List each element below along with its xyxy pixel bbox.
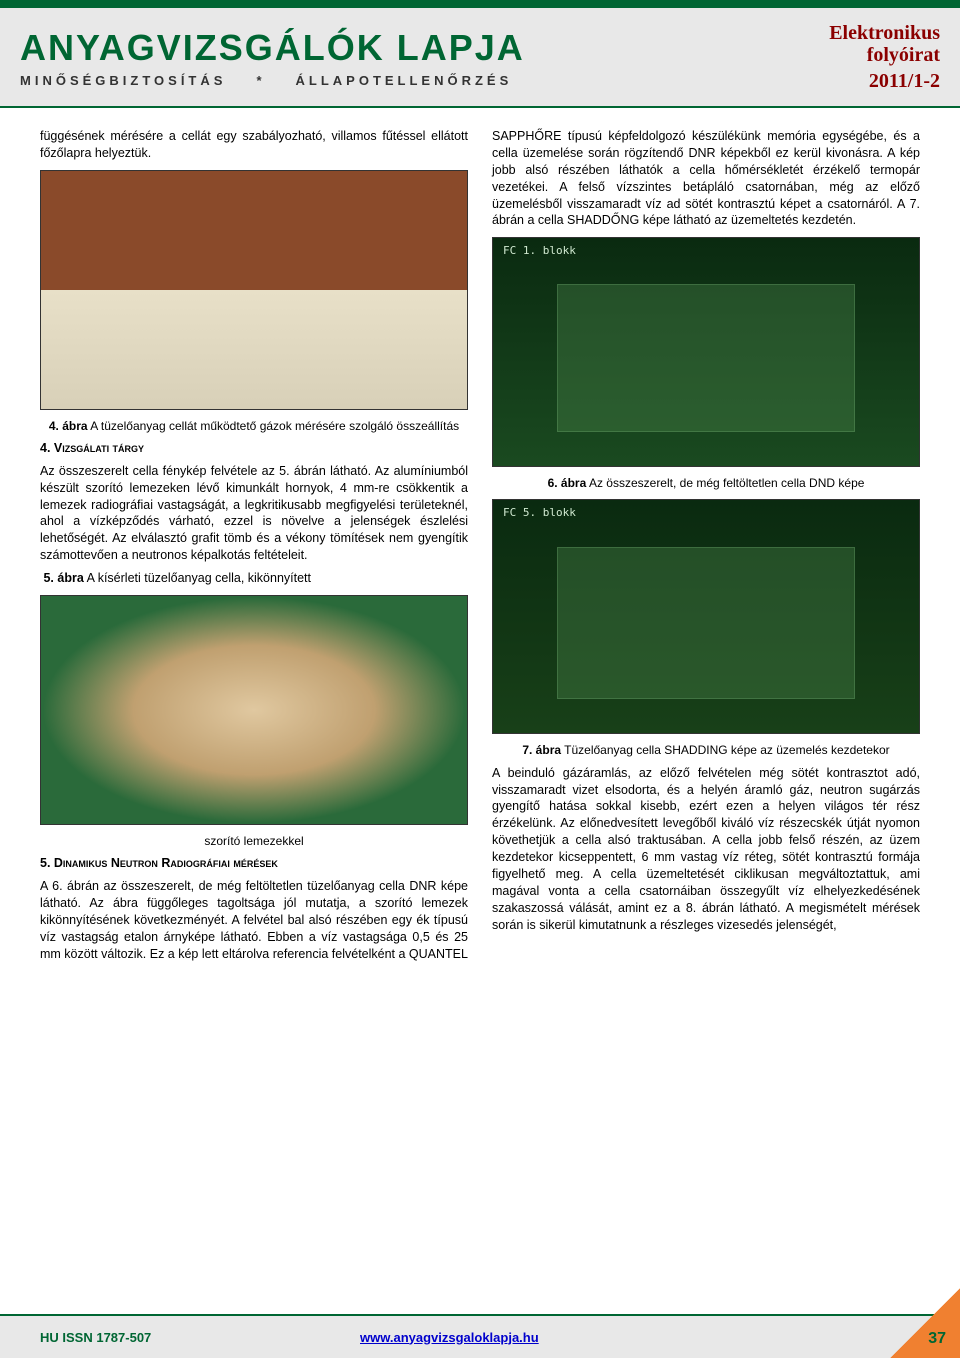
issue-number: 2011/1-2 xyxy=(829,70,940,93)
section-4-heading: 4. Vizsgálati tárgy xyxy=(40,440,468,457)
journal-title: ANYAGVIZSGÁLÓK LAPJA xyxy=(20,27,829,69)
figure-5-image xyxy=(40,595,468,825)
header-left: ANYAGVIZSGÁLÓK LAPJA MINŐSÉGBIZTOSÍTÁS *… xyxy=(20,27,829,88)
figure-6-image: FC 1. blokk xyxy=(492,237,920,467)
right-paragraph-2: A beinduló gázáramlás, az előző felvétel… xyxy=(492,765,920,934)
figure-5-inline-caption: 5. ábra A kísérleti tüzelőanyag cella, k… xyxy=(40,570,468,587)
journal-subtitle-row: MINŐSÉGBIZTOSÍTÁS * ÁLLAPOTELLENŐRZÉS xyxy=(20,73,829,88)
journal-type-line2: folyóirat xyxy=(829,44,940,66)
figure-6-overlay-label: FC 1. blokk xyxy=(503,244,576,259)
header-right: Elektronikus folyóirat 2011/1-2 xyxy=(829,22,940,93)
figure-4-label: 4. ábra xyxy=(49,419,88,433)
issn-label: HU ISSN 1787-507 xyxy=(40,1330,360,1345)
section-5-body: A 6. ábrán az összeszerelt, de még feltö… xyxy=(40,878,468,962)
subtitle-right: ÁLLAPOTELLENŐRZÉS xyxy=(296,73,513,88)
left-column: függésének mérésére a cellát egy szabály… xyxy=(40,128,468,968)
journal-header: ANYAGVIZSGÁLÓK LAPJA MINŐSÉGBIZTOSÍTÁS *… xyxy=(0,0,960,108)
figure-7-image: FC 5. blokk xyxy=(492,499,920,734)
figure-6-caption: 6. ábra Az összeszerelt, de még feltölte… xyxy=(492,475,920,491)
subtitle-separator: * xyxy=(256,73,265,88)
figure-4-caption-text: A tüzelőanyag cellát működtető gázok mér… xyxy=(88,419,460,433)
figure-5-label: 5. ábra xyxy=(43,571,83,585)
figure-7-overlay-label: FC 5. blokk xyxy=(503,506,576,521)
figure-5-inline-text: A kísérleti tüzelőanyag cella, kikönnyít… xyxy=(84,571,311,585)
figure-7-label: 7. ábra xyxy=(522,743,561,757)
section-5-heading: 5. Dinamikus Neutron Radiográfiai mérése… xyxy=(40,855,468,872)
figure-6-caption-text: Az összeszerelt, de még feltöltetlen cel… xyxy=(586,476,864,490)
right-column: SAPPHŐRE típusú képfeldolgozó készülékün… xyxy=(492,128,920,968)
figure-5-caption-cont: szorító lemezekkel xyxy=(40,833,468,849)
figure-7-caption: 7. ábra Tüzelőanyag cella SHADDING képe … xyxy=(492,742,920,758)
page-corner-decoration xyxy=(890,1288,960,1358)
figure-7-caption-text: Tüzelőanyag cella SHADDING képe az üzeme… xyxy=(561,743,890,757)
figure-4-caption: 4. ábra A tüzelőanyag cellát működtető g… xyxy=(40,418,468,434)
journal-type-line1: Elektronikus xyxy=(829,22,940,44)
journal-url[interactable]: www.anyagvizsgaloklapja.hu xyxy=(360,1330,920,1345)
right-paragraph-1: SAPPHŐRE típusú képfeldolgozó készülékün… xyxy=(492,128,920,229)
page-number: 37 xyxy=(928,1330,946,1348)
left-paragraph-1: függésének mérésére a cellát egy szabály… xyxy=(40,128,468,162)
article-body: függésének mérésére a cellát egy szabály… xyxy=(0,108,960,968)
page-footer: HU ISSN 1787-507 www.anyagvizsgaloklapja… xyxy=(0,1314,960,1358)
figure-6-label: 6. ábra xyxy=(548,476,587,490)
subtitle-left: MINŐSÉGBIZTOSÍTÁS xyxy=(20,73,226,88)
section-4-body: Az összeszerelt cella fénykép felvétele … xyxy=(40,463,468,564)
figure-4-image xyxy=(40,170,468,410)
